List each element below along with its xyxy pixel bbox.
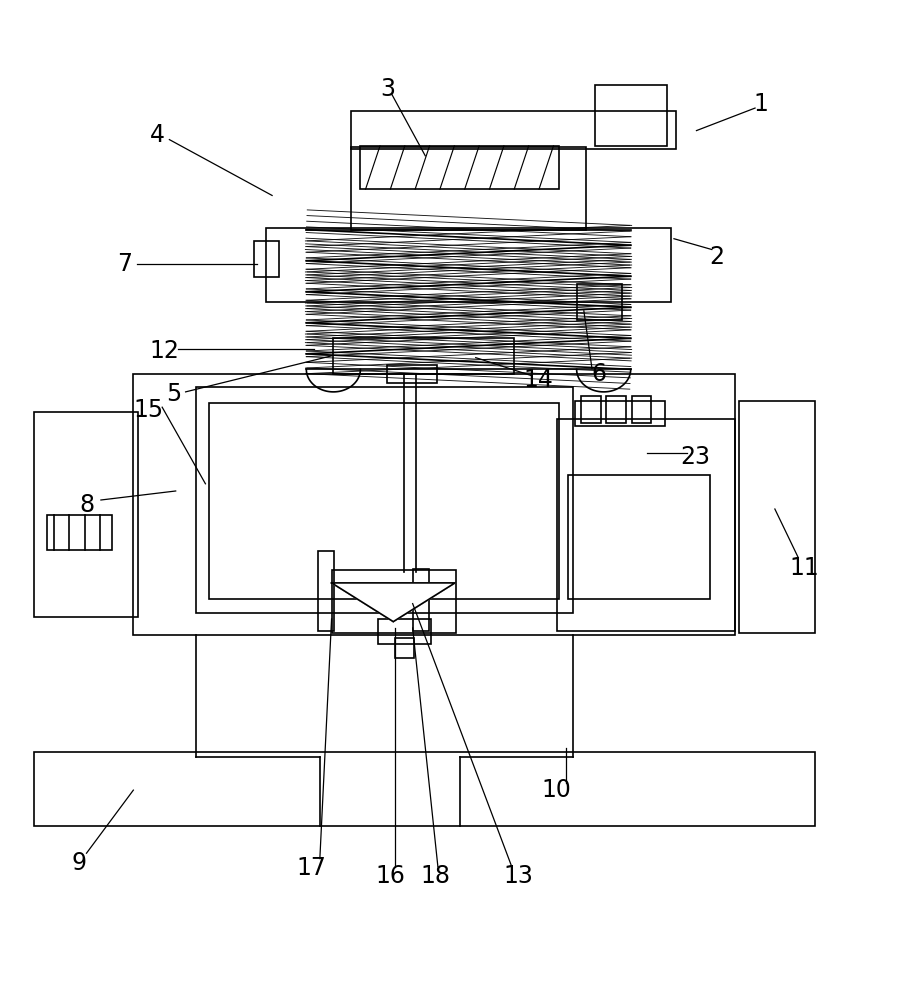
Bar [333,338,514,374]
Text: 18: 18 [420,864,450,888]
Bar [332,570,456,633]
Bar [351,111,676,149]
Bar [34,412,138,617]
Text: 12: 12 [149,339,179,363]
Bar [196,387,573,613]
Text: 9: 9 [72,851,86,875]
Text: 4: 4 [150,123,165,147]
Bar [360,146,559,189]
Text: 1: 1 [754,92,769,116]
Bar [575,401,665,426]
Bar [595,85,667,146]
Bar [581,396,601,423]
Text: 8: 8 [80,493,95,517]
Text: 13: 13 [503,864,533,888]
Polygon shape [332,583,455,622]
Bar [209,403,559,599]
Bar [632,396,651,423]
Bar [254,241,279,277]
Text: 11: 11 [789,556,820,580]
Bar [378,619,431,644]
Text: 7: 7 [117,252,132,276]
Bar [568,475,710,599]
Bar [387,365,437,383]
Bar [606,396,626,423]
Text: 14: 14 [523,368,554,392]
Text: 17: 17 [296,856,327,880]
Text: 10: 10 [542,778,572,802]
Bar [318,551,334,631]
Bar [266,228,671,302]
Bar [351,147,586,230]
Bar [395,638,414,658]
Bar [413,569,429,631]
Text: 3: 3 [380,77,395,101]
Text: 15: 15 [133,398,164,422]
Text: 6: 6 [592,362,606,386]
Bar [739,401,815,633]
Text: 2: 2 [709,245,724,269]
Bar [577,284,622,320]
Bar [34,752,815,826]
Text: 16: 16 [375,864,405,888]
Bar [133,374,735,635]
Text: 5: 5 [167,382,181,406]
Bar [557,419,735,631]
Text: 23: 23 [680,445,711,469]
Bar [47,515,112,550]
